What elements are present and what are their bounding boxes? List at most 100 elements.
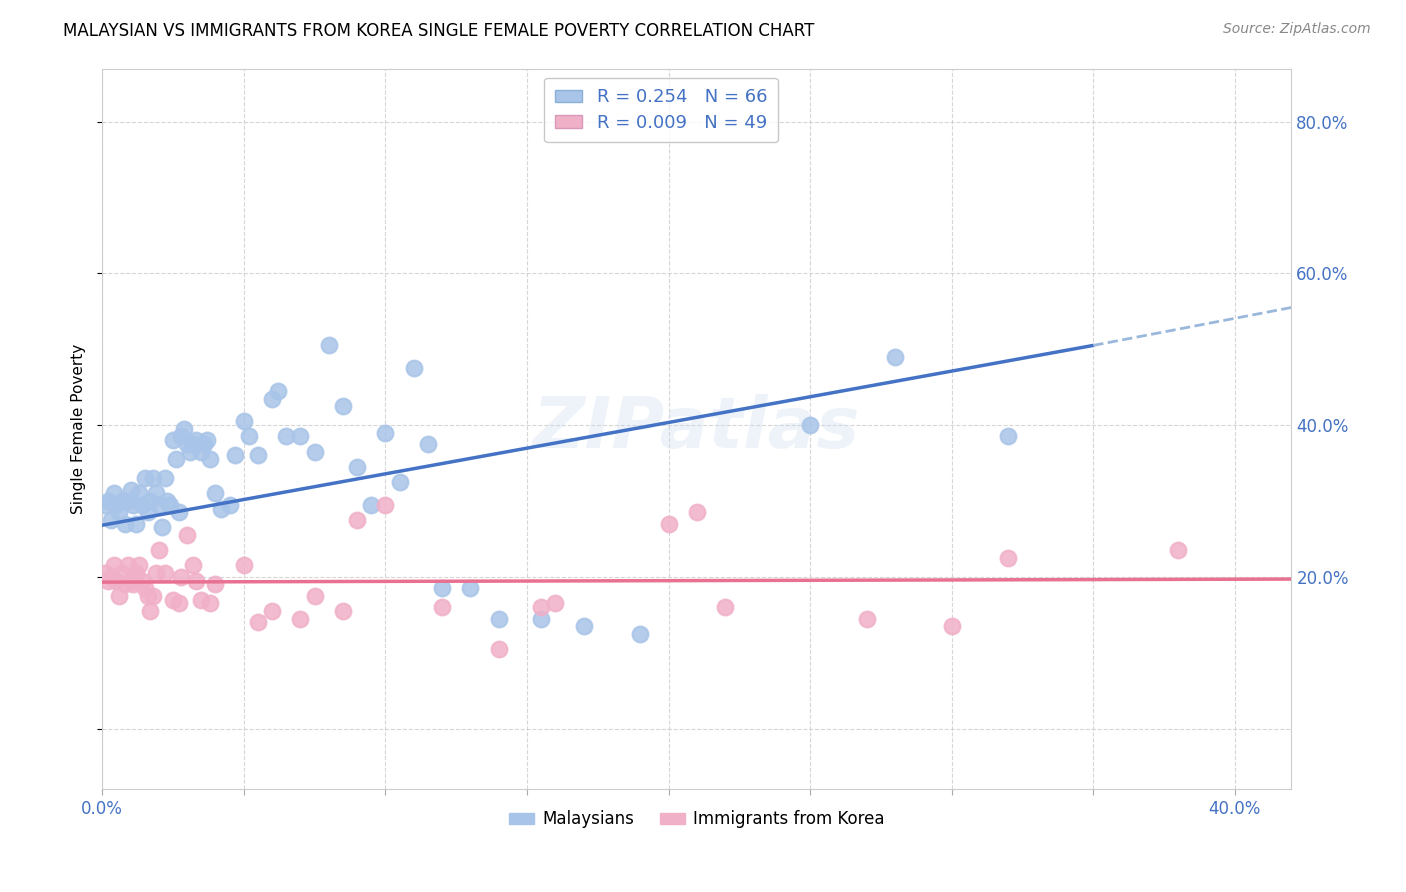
Point xyxy=(131,498,153,512)
Point xyxy=(304,444,326,458)
Point xyxy=(120,574,142,588)
Point xyxy=(346,459,368,474)
Point xyxy=(114,577,136,591)
Y-axis label: Single Female Poverty: Single Female Poverty xyxy=(72,343,86,514)
Point xyxy=(170,429,193,443)
Point xyxy=(332,604,354,618)
Point xyxy=(190,444,212,458)
Point xyxy=(190,592,212,607)
Point xyxy=(179,444,201,458)
Point xyxy=(103,558,125,573)
Point xyxy=(544,596,567,610)
Point xyxy=(145,486,167,500)
Point xyxy=(416,437,439,451)
Point xyxy=(162,592,184,607)
Point xyxy=(346,513,368,527)
Point xyxy=(139,604,162,618)
Point xyxy=(884,350,907,364)
Point xyxy=(139,494,162,508)
Point xyxy=(714,600,737,615)
Point xyxy=(238,429,260,443)
Point xyxy=(108,505,131,519)
Point xyxy=(170,570,193,584)
Point xyxy=(184,574,207,588)
Point xyxy=(114,516,136,531)
Point xyxy=(94,498,117,512)
Point xyxy=(332,399,354,413)
Point xyxy=(94,566,117,580)
Point xyxy=(128,558,150,573)
Point xyxy=(173,422,195,436)
Point xyxy=(374,498,396,512)
Point xyxy=(120,483,142,497)
Point xyxy=(145,566,167,580)
Point xyxy=(388,475,411,489)
Point xyxy=(108,589,131,603)
Point xyxy=(181,558,204,573)
Point xyxy=(111,566,134,580)
Point xyxy=(148,498,170,512)
Point xyxy=(134,471,156,485)
Point xyxy=(156,494,179,508)
Point xyxy=(267,384,290,398)
Point xyxy=(374,425,396,440)
Point xyxy=(97,494,120,508)
Point xyxy=(1167,543,1189,558)
Point xyxy=(232,558,254,573)
Point xyxy=(530,611,553,625)
Point xyxy=(488,611,510,625)
Point xyxy=(136,589,159,603)
Point xyxy=(304,589,326,603)
Point xyxy=(176,528,198,542)
Point xyxy=(430,581,453,595)
Point xyxy=(198,596,221,610)
Point xyxy=(232,414,254,428)
Point xyxy=(941,619,963,633)
Point xyxy=(193,437,215,451)
Point xyxy=(128,486,150,500)
Point xyxy=(855,611,877,625)
Point xyxy=(628,626,651,640)
Point xyxy=(176,437,198,451)
Point xyxy=(184,434,207,448)
Point xyxy=(290,429,312,443)
Point xyxy=(262,392,284,406)
Point xyxy=(290,611,312,625)
Point xyxy=(402,361,425,376)
Point xyxy=(360,498,382,512)
Point xyxy=(97,574,120,588)
Point xyxy=(686,505,709,519)
Point xyxy=(103,486,125,500)
Point xyxy=(122,498,145,512)
Point xyxy=(262,604,284,618)
Point xyxy=(198,452,221,467)
Text: Source: ZipAtlas.com: Source: ZipAtlas.com xyxy=(1223,22,1371,37)
Point xyxy=(153,471,176,485)
Point xyxy=(134,581,156,595)
Point xyxy=(111,494,134,508)
Point xyxy=(657,516,679,531)
Point xyxy=(131,574,153,588)
Point xyxy=(530,600,553,615)
Legend: Malaysians, Immigrants from Korea: Malaysians, Immigrants from Korea xyxy=(503,804,891,835)
Point xyxy=(224,449,246,463)
Point xyxy=(488,641,510,656)
Point xyxy=(246,615,269,630)
Point xyxy=(997,550,1019,565)
Point xyxy=(100,570,122,584)
Point xyxy=(460,581,482,595)
Point xyxy=(142,471,165,485)
Point xyxy=(117,494,139,508)
Point xyxy=(204,486,226,500)
Point xyxy=(997,429,1019,443)
Point xyxy=(153,566,176,580)
Point xyxy=(117,558,139,573)
Point xyxy=(572,619,595,633)
Point xyxy=(318,338,340,352)
Point xyxy=(148,543,170,558)
Text: ZIPatlas: ZIPatlas xyxy=(533,394,860,463)
Point xyxy=(142,589,165,603)
Point xyxy=(162,434,184,448)
Point xyxy=(150,520,173,534)
Point xyxy=(799,418,821,433)
